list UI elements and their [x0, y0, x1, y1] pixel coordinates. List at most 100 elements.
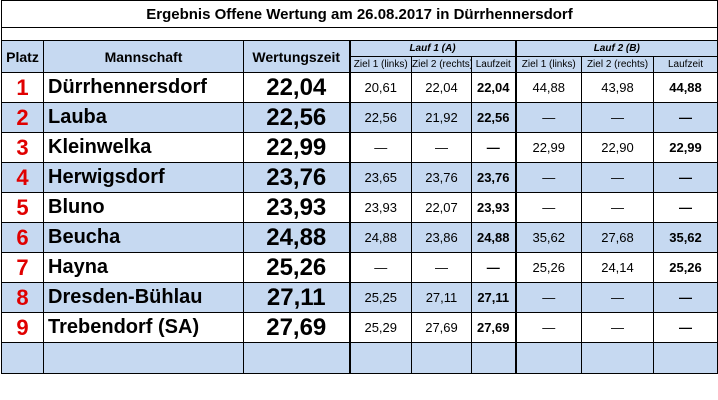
lauf1-ziel1-value: 23,93 — [348, 192, 412, 223]
lauf2-ziel1-value: 44,88 — [514, 72, 582, 103]
lauf2-ziel1-value: — — [514, 162, 582, 193]
lauf2-laufzeit-value: 35,62 — [652, 222, 718, 253]
lauf1-ziel1-value: 24,88 — [348, 222, 412, 253]
lauf1-laufzeit-value: — — [471, 252, 516, 283]
lauf2-ziel1-value: — — [514, 102, 582, 133]
empty-cell — [411, 342, 472, 374]
wertungszeit-value: 27,11 — [243, 282, 350, 313]
platz-cell: 7 — [1, 252, 44, 283]
lauf2-laufzeit-value: 44,88 — [652, 72, 718, 103]
lauf2-ziel2-value: — — [581, 102, 654, 133]
team-name: Hayna — [43, 252, 244, 283]
lauf1-laufzeit-value: 27,11 — [471, 282, 516, 313]
table-row: 2 Lauba 22,56 22,56 21,92 22,56— — — — [1, 102, 718, 133]
lauf2-ziel2-value: — — [581, 162, 654, 193]
lauf1-laufzeit-value: 22,56 — [471, 102, 516, 133]
lauf1-ziel2-value: — — [411, 252, 472, 283]
lauf1-laufzeit-value: 22,04 — [471, 72, 516, 103]
lauf1-ziel1-value: 20,61 — [348, 72, 412, 103]
header-lauf2-laufzeit: Laufzeit — [652, 56, 718, 73]
lauf1-ziel2-value: 22,04 — [411, 72, 472, 103]
table-row: 5 Bluno 23,93 23,93 22,07 23,93— — — — [1, 192, 718, 223]
header-lauf2: Lauf 2 (B) — [514, 40, 718, 57]
header-platz: Platz — [1, 40, 44, 73]
wertungszeit-value: 23,93 — [243, 192, 350, 223]
lauf1-ziel2-value: 22,07 — [411, 192, 472, 223]
header-lauf1: Lauf 1 (A) — [348, 40, 516, 57]
team-name: Dresden-Bühlau — [43, 282, 244, 313]
empty-cell — [471, 342, 516, 374]
empty-row — [1, 342, 718, 374]
team-name: Beucha — [43, 222, 244, 253]
lauf2-ziel2-value: — — [581, 192, 654, 223]
empty-cell — [581, 342, 654, 374]
lauf2-ziel1-value: 25,26 — [514, 252, 582, 283]
lauf2-ziel1-value: — — [514, 192, 582, 223]
lauf2-ziel1-value: 22,99 — [514, 132, 582, 163]
header-wertungszeit: Wertungszeit — [243, 40, 350, 73]
results-table: Ergebnis Offene Wertung am 26.08.2017 in… — [0, 0, 718, 374]
lauf2-laufzeit-value: 22,99 — [652, 132, 718, 163]
table-row: 7 Hayna 25,26— — —25,26 24,14 25,26 — [1, 252, 718, 283]
lauf1-ziel2-value: 23,76 — [411, 162, 472, 193]
platz-cell: 2 — [1, 102, 44, 133]
lauf2-ziel1-value: — — [514, 282, 582, 313]
lauf2-laufzeit-value: — — [652, 312, 718, 343]
empty-cell — [43, 342, 244, 374]
lauf2-laufzeit-value: 25,26 — [652, 252, 718, 283]
empty-cell — [1, 342, 44, 374]
lauf1-ziel2-value: — — [411, 132, 472, 163]
wertungszeit-value: 25,26 — [243, 252, 350, 283]
header-lauf2-ziel2: Ziel 2 (rechts) — [581, 56, 654, 73]
lauf1-ziel2-value: 27,69 — [411, 312, 472, 343]
platz-cell: 6 — [1, 222, 44, 253]
lauf2-ziel1-value: 35,62 — [514, 222, 582, 253]
team-name: Herwigsdorf — [43, 162, 244, 193]
header-mannschaft: Mannschaft — [43, 40, 244, 73]
lauf1-laufzeit-value: — — [471, 132, 516, 163]
empty-cell — [243, 342, 350, 374]
team-name: Kleinwelka — [43, 132, 244, 163]
platz-cell: 8 — [1, 282, 44, 313]
lauf2-ziel2-value: 43,98 — [581, 72, 654, 103]
table-row: 4 Herwigsdorf 23,76 23,65 23,76 23,76— — — — [1, 162, 718, 193]
empty-cell — [652, 342, 718, 374]
empty-cell — [348, 342, 412, 374]
table-row: 1 Dürrhennersdorf 22,04 20,61 22,04 22,04 44,8… — [1, 72, 718, 103]
header-lauf1-laufzeit: Laufzeit — [471, 56, 516, 73]
team-name: Bluno — [43, 192, 244, 223]
lauf1-laufzeit-value: 23,93 — [471, 192, 516, 223]
wertungszeit-value: 22,99 — [243, 132, 350, 163]
table-row: 6 Beucha 24,88 24,88 23,86 24,88 35,62 27,68 35,… — [1, 222, 718, 253]
header-lauf2-ziel1: Ziel 1 (links) — [514, 56, 582, 73]
lauf2-ziel2-value: 24,14 — [581, 252, 654, 283]
lauf2-laufzeit-value: — — [652, 282, 718, 313]
lauf1-ziel2-value: 23,86 — [411, 222, 472, 253]
lauf1-ziel1-value: 22,56 — [348, 102, 412, 133]
platz-cell: 9 — [1, 312, 44, 343]
lauf1-ziel1-value: 25,25 — [348, 282, 412, 313]
lauf2-ziel2-value: — — [581, 312, 654, 343]
lauf1-laufzeit-value: 23,76 — [471, 162, 516, 193]
wertungszeit-value: 27,69 — [243, 312, 350, 343]
team-name: Trebendorf (SA) — [43, 312, 244, 343]
platz-cell: 5 — [1, 192, 44, 223]
lauf2-laufzeit-value: — — [652, 102, 718, 133]
wertungszeit-value: 22,56 — [243, 102, 350, 133]
header-lauf1-ziel2: Ziel 2 (rechts) — [411, 56, 472, 73]
empty-cell — [514, 342, 582, 374]
wertungszeit-value: 23,76 — [243, 162, 350, 193]
table-row: 8 Dresden-Bühlau 27,11 25,25 27,11 27,11— — — — [1, 282, 718, 313]
page-title: Ergebnis Offene Wertung am 26.08.2017 in… — [0, 0, 718, 28]
team-name: Lauba — [43, 102, 244, 133]
wertungszeit-value: 24,88 — [243, 222, 350, 253]
lauf1-laufzeit-value: 24,88 — [471, 222, 516, 253]
lauf1-ziel1-value: — — [348, 252, 412, 283]
platz-cell: 4 — [1, 162, 44, 193]
lauf1-ziel2-value: 27,11 — [411, 282, 472, 313]
lauf1-ziel1-value: 23,65 — [348, 162, 412, 193]
lauf2-laufzeit-value: — — [652, 162, 718, 193]
lauf2-ziel2-value: — — [581, 282, 654, 313]
spacer-row — [0, 27, 718, 41]
lauf1-laufzeit-value: 27,69 — [471, 312, 516, 343]
